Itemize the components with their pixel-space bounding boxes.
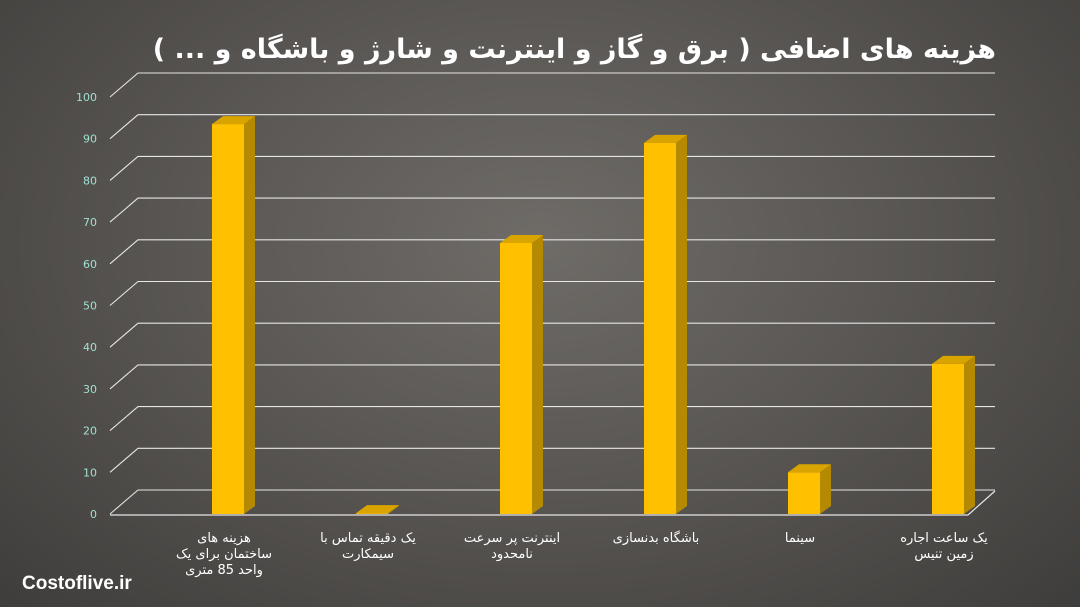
bar-top	[788, 464, 831, 473]
x-category-label: سینما	[785, 531, 815, 546]
gridline	[109, 447, 995, 473]
bar-side	[532, 234, 543, 514]
bar-side	[676, 134, 687, 514]
x-category-label: اینترنت پر سرعت نامحدود	[464, 531, 560, 562]
bar	[500, 242, 532, 514]
floor-right-edge	[967, 490, 996, 516]
gridline	[109, 322, 995, 348]
gridline	[109, 114, 995, 140]
x-category-label: هزینه های ساختمان برای یک واحد 85 متری	[176, 531, 272, 578]
bar-side	[820, 464, 831, 514]
y-tick-label: 10	[83, 466, 97, 479]
bar	[932, 363, 964, 514]
gridline	[109, 406, 995, 432]
y-tick-label: 40	[83, 341, 97, 354]
y-tick-label: 70	[83, 216, 97, 229]
y-tick-label: 100	[76, 91, 97, 104]
bar-top	[932, 355, 975, 364]
site-watermark: Costoflive.ir	[22, 573, 132, 594]
y-tick-label: 50	[83, 300, 97, 313]
bar	[644, 142, 676, 514]
y-tick-label: 80	[83, 174, 97, 187]
bar	[212, 124, 244, 514]
bar	[788, 472, 820, 514]
bar-top	[212, 116, 255, 125]
gridline	[109, 364, 995, 390]
y-tick-label: 20	[83, 425, 97, 438]
bar-side	[244, 116, 255, 514]
bar-side	[964, 355, 975, 514]
y-tick-label: 30	[83, 383, 97, 396]
x-category-label: یک دقیقه تماس با سیمکارت	[320, 531, 416, 562]
bar-top	[644, 134, 687, 143]
gridline	[109, 197, 995, 223]
gridline	[109, 280, 995, 306]
bar-top	[500, 234, 543, 243]
chart-title: هزینه های اضافی ( برق و گاز و اینترنت و …	[152, 34, 996, 65]
y-tick-label: 0	[90, 508, 97, 521]
bar-top	[356, 505, 399, 514]
bar-side	[388, 505, 399, 514]
x-category-label: باشگاه بدنسازی	[613, 530, 700, 546]
y-tick-label: 90	[83, 133, 97, 146]
gridline	[109, 155, 995, 181]
x-category-label: یک ساعت اجاره زمین تنیس	[900, 531, 988, 562]
y-tick-label: 60	[83, 258, 97, 271]
gridline	[109, 489, 995, 515]
gridline	[109, 72, 995, 98]
gridline	[109, 239, 995, 265]
bar	[356, 513, 388, 514]
